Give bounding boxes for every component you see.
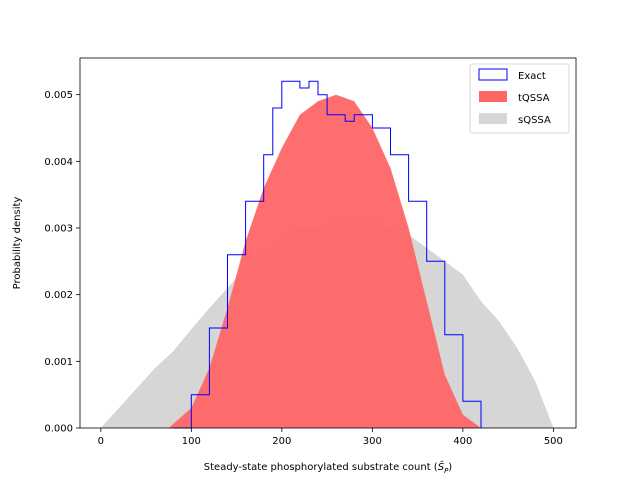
legend-label-sqssa: sQSSA xyxy=(518,115,551,126)
y-axis: 0.000 0.001 0.002 0.003 0.004 0.005 xyxy=(44,90,80,435)
x-tick-label: 400 xyxy=(453,436,472,447)
x-axis-label-end: ) xyxy=(448,462,452,473)
x-axis-label-symbol: Ŝ xyxy=(438,460,445,473)
y-tick-label: 0.000 xyxy=(44,424,73,435)
x-tick-label: 100 xyxy=(182,436,201,447)
legend-swatch-tqssa xyxy=(479,91,507,102)
y-tick-label: 0.003 xyxy=(44,224,73,235)
y-axis-label: Probability density xyxy=(12,197,23,290)
legend-swatch-sqssa xyxy=(479,113,507,124)
plot-frame xyxy=(79,57,577,429)
legend-label-tqssa: tQSSA xyxy=(518,93,550,104)
y-tick-label: 0.001 xyxy=(44,357,73,368)
x-tick-label: 0 xyxy=(98,436,104,447)
x-axis-label-subscript: P xyxy=(444,467,449,475)
legend-label-exact: Exact xyxy=(518,71,546,82)
legend: Exact tQSSA sQSSA xyxy=(469,63,570,134)
legend-swatch-exact xyxy=(478,68,508,81)
y-tick-label: 0.005 xyxy=(44,90,73,101)
y-tick-label: 0.004 xyxy=(44,157,73,168)
x-tick-label: 500 xyxy=(544,436,563,447)
y-tick-label: 0.002 xyxy=(44,290,73,301)
x-axis-label: Steady-state phosphorylated substrate co… xyxy=(204,460,453,475)
x-axis-label-main: Steady-state phosphorylated substrate co… xyxy=(204,462,438,473)
x-axis: 0 100 200 300 400 500 xyxy=(98,428,563,447)
x-tick-label: 200 xyxy=(272,436,291,447)
series-line-exact xyxy=(173,80,482,429)
x-tick-label: 300 xyxy=(363,436,382,447)
series-area-tqssa xyxy=(168,94,481,428)
plot-layer xyxy=(100,80,554,429)
